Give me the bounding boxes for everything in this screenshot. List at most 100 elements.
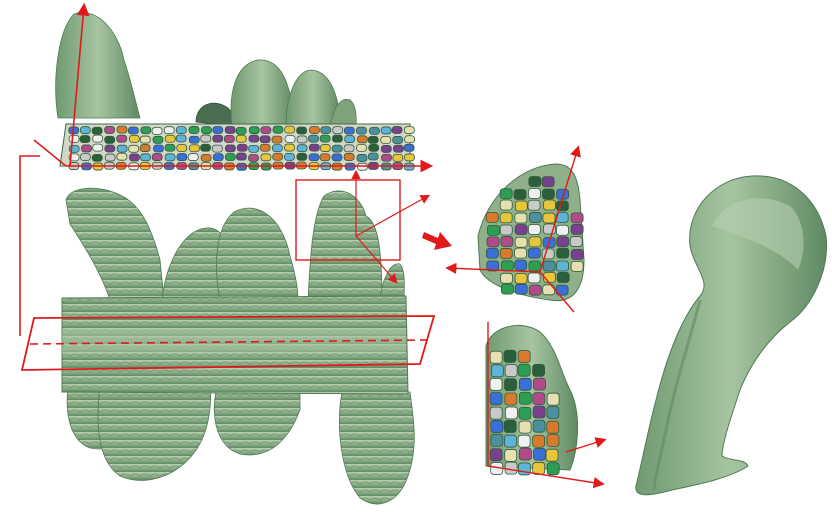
segmented-cell <box>80 153 91 161</box>
segmented-cell <box>546 420 560 434</box>
segmented-cell <box>490 433 504 447</box>
segmented-cell <box>235 152 247 161</box>
segmented-cell <box>393 144 404 153</box>
segmented-cell <box>332 126 344 135</box>
segmented-cell <box>569 236 583 247</box>
segmented-cell <box>499 212 513 224</box>
segmented-cell <box>260 126 272 135</box>
segmented-cell <box>503 349 517 363</box>
segmented-cell <box>500 272 513 284</box>
segmented-cell <box>542 260 556 272</box>
segmented-cell <box>504 406 518 420</box>
segmented-cell <box>527 272 541 284</box>
segmented-cell <box>140 153 151 162</box>
segmented-cell <box>514 224 528 235</box>
segmented-cell <box>356 126 367 135</box>
segmented-cell <box>514 236 528 248</box>
segmented-cell <box>188 135 200 144</box>
segmented-cell <box>486 236 500 248</box>
segmented-cell <box>211 144 223 153</box>
segmented-cell <box>176 144 188 152</box>
segmented-cell <box>487 224 500 236</box>
segmented-cell <box>128 134 140 143</box>
segmented-cell <box>271 144 283 153</box>
segmented-cell <box>319 144 331 152</box>
lower-hair-4 <box>339 391 415 505</box>
segmented-cell <box>556 247 570 259</box>
segmented-cell <box>518 377 532 391</box>
segmented-cell <box>527 224 541 235</box>
segmented-cell <box>518 462 531 476</box>
corner-cut-panel <box>445 145 585 313</box>
zoom-selection-box <box>295 179 401 261</box>
segmented-cell <box>200 143 211 152</box>
segmented-cell <box>545 448 559 462</box>
segmented-cell <box>104 135 116 144</box>
segmented-cell <box>129 153 140 162</box>
segmented-cell <box>320 126 332 135</box>
segmented-cell <box>485 247 499 259</box>
segmented-cell <box>152 135 164 144</box>
segmented-cell <box>188 126 200 134</box>
segmented-cell <box>116 152 128 161</box>
segmented-cell <box>556 224 569 236</box>
plane-connector <box>19 155 40 336</box>
segmented-cell <box>356 154 368 162</box>
segmented-cell <box>343 126 355 135</box>
segmented-cell <box>533 447 546 461</box>
segmented-cell <box>503 420 517 433</box>
segmented-cell <box>212 126 224 134</box>
segmented-cell <box>532 392 546 406</box>
half-axis-diagonal <box>565 437 607 453</box>
segmented-cell <box>284 143 295 152</box>
segmented-cell <box>504 378 517 392</box>
segmented-cell <box>504 449 518 462</box>
segmented-cell <box>517 363 531 377</box>
segmented-cell <box>490 420 504 433</box>
segmented-cell <box>164 153 176 162</box>
segmented-cell <box>272 125 284 134</box>
segmented-cell <box>296 135 308 144</box>
upper-hair-4 <box>307 190 383 301</box>
segmented-cell <box>555 200 569 212</box>
segmented-cell <box>127 126 139 135</box>
segmented-cell <box>296 144 308 153</box>
segmented-cell <box>486 260 500 272</box>
upper-hair-3 <box>216 207 299 301</box>
segmented-cell <box>403 143 415 152</box>
segmented-cell <box>527 199 541 211</box>
segmented-cell <box>489 406 503 420</box>
segmented-cell <box>259 135 271 144</box>
transition-arrow <box>422 232 452 250</box>
segmented-cell <box>514 259 528 271</box>
segmented-cell <box>517 350 531 363</box>
segmented-cell <box>116 144 128 153</box>
segmented-cell <box>235 134 247 143</box>
segmented-cell <box>556 272 570 283</box>
segmented-cell <box>91 153 103 162</box>
segmented-cell <box>309 126 320 134</box>
segmented-cell <box>556 260 569 272</box>
segmented-cell <box>296 126 308 135</box>
segmented-cell <box>527 187 541 199</box>
isolated-hair-bulb-highlight <box>712 198 804 270</box>
segmented-cell <box>224 153 236 161</box>
segmented-cell <box>224 144 236 153</box>
isolated-hair-surface <box>635 175 828 496</box>
segmented-cell <box>235 126 247 135</box>
segmented-cell <box>489 448 503 462</box>
segmented-cell <box>517 434 531 448</box>
segmented-cell <box>570 249 584 260</box>
segmented-cell <box>504 364 518 377</box>
lower-hair-3 <box>213 383 301 456</box>
segmented-cell <box>504 392 518 406</box>
segmented-cell <box>248 134 260 143</box>
segmented-cell <box>104 153 116 162</box>
segmented-cell <box>343 144 355 153</box>
segmented-cell <box>104 144 116 153</box>
segmented-cell <box>570 212 584 224</box>
isolated-hair-panel <box>635 175 828 496</box>
segmented-cell <box>271 135 283 144</box>
segmented-cell <box>284 125 296 134</box>
segmented-cell <box>546 462 560 476</box>
